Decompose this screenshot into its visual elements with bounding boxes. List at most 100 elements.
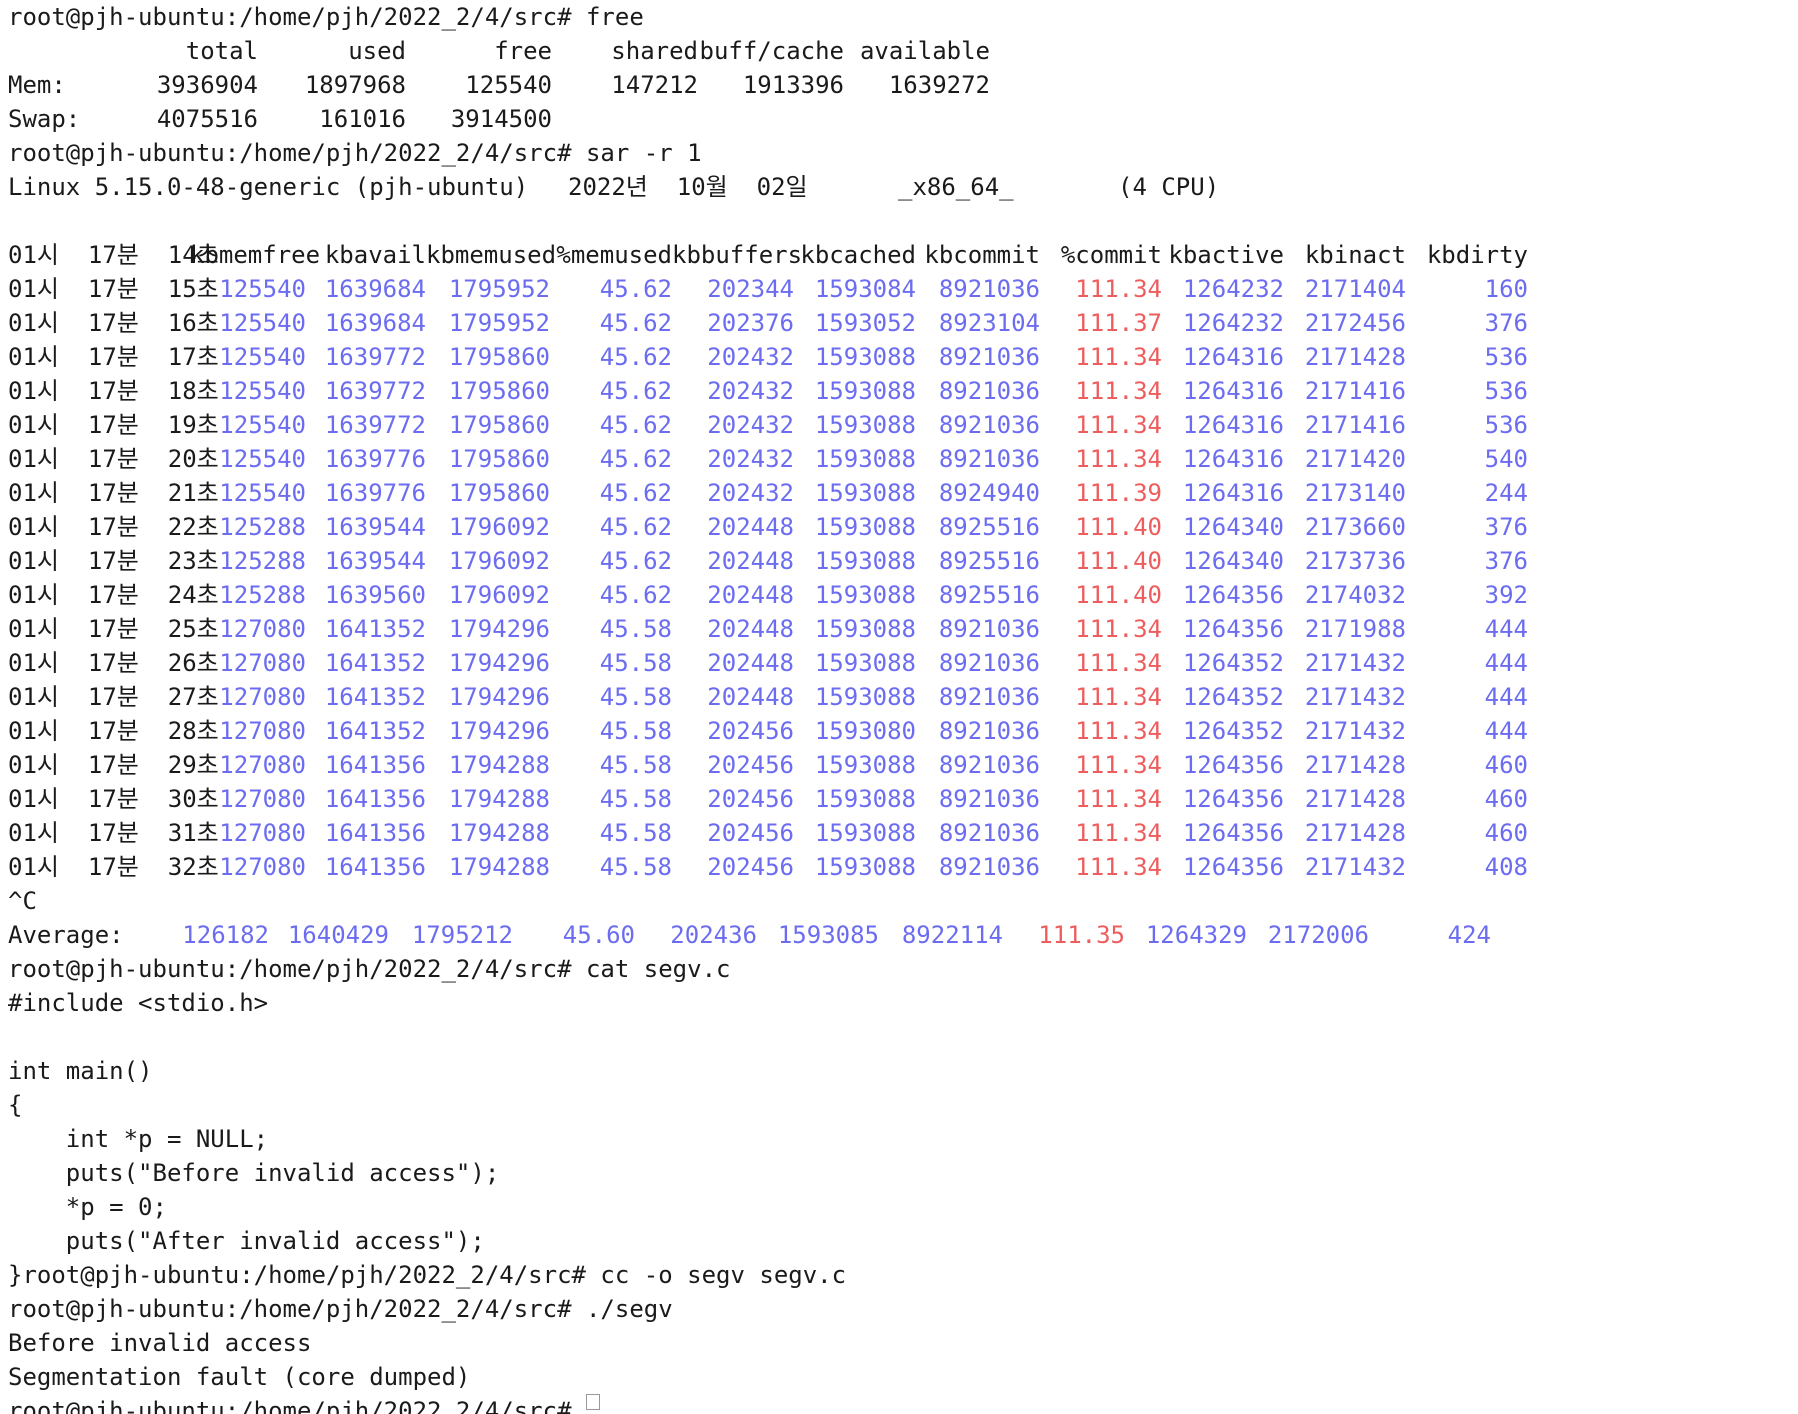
- sar-cell-kbcached: 1593088: [814, 683, 916, 711]
- average-kbavail: 1640429: [287, 921, 389, 949]
- free-header-buffcache: buff/cache: [699, 37, 845, 65]
- sar-cell-kbmemfree: 127080: [219, 819, 306, 847]
- sar-cell-kbactive: 1264232: [1182, 275, 1284, 303]
- free-cell: 1913396: [742, 71, 844, 99]
- sar-cell-kbmemfree: 127080: [219, 853, 306, 881]
- sar-row-time: 01시 17분 18초: [8, 377, 219, 405]
- sar-cell-memused-pct: 45.62: [599, 275, 672, 303]
- sar-cell-kbactive: 1264356: [1182, 819, 1284, 847]
- sar-cell-kbavail: 1641356: [324, 819, 426, 847]
- sar-cell-memused-pct: 45.58: [599, 649, 672, 677]
- sar-cell-kbinact: 2172456: [1304, 309, 1406, 337]
- command-run: ./segv: [585, 1295, 673, 1323]
- sar-cell-kbavail: 1641356: [324, 785, 426, 813]
- sar-row-time: 01시 17분 22초: [8, 513, 219, 541]
- text-cursor[interactable]: [585, 1394, 600, 1410]
- average-kbcached: 1593085: [777, 921, 879, 949]
- sar-cell-kbmemused: 1795952: [448, 275, 550, 303]
- source-line: [8, 1020, 1798, 1054]
- sar-cell-kbcommit: 8924940: [938, 479, 1040, 507]
- sar-cell-kbdirty: 444: [1484, 649, 1528, 677]
- sar-cell-kbinact: 2171404: [1304, 275, 1406, 303]
- sar-cell-kbmemused: 1795860: [448, 377, 550, 405]
- sar-cell-commit-pct: 111.40: [1075, 547, 1162, 575]
- sar-row: 01시 17분 27초 127080 1641352 1794296 45.58 2024…: [8, 680, 1798, 714]
- sar-row-time: 01시 17분 28초: [8, 717, 219, 745]
- sar-cell-kbmemused: 1794288: [448, 751, 550, 779]
- sar-header-kbdirty: kbdirty: [1426, 241, 1528, 269]
- sar-cell-commit-pct: 111.34: [1075, 683, 1162, 711]
- sar-cell-kbmemused: 1795860: [448, 479, 550, 507]
- current-prompt-line[interactable]: root@pjh-ubuntu:/home/pjh/2022_2/4/src#: [8, 1394, 1798, 1414]
- sar-cell-kbbuffers: 202432: [707, 343, 794, 371]
- sar-cell-kbactive: 1264316: [1182, 411, 1284, 439]
- source-line: puts("After invalid access");: [8, 1227, 485, 1255]
- sar-cell-kbmemfree: 125540: [219, 377, 306, 405]
- sar-cell-memused-pct: 45.58: [599, 751, 672, 779]
- sar-cell-kbmemfree: 127080: [219, 649, 306, 677]
- sar-cell-commit-pct: 111.34: [1075, 751, 1162, 779]
- sar-cell-kbavail: 1641352: [324, 683, 426, 711]
- sar-cell-kbmemused: 1796092: [448, 581, 550, 609]
- sar-cell-kbbuffers: 202376: [707, 309, 794, 337]
- sar-cell-commit-pct: 111.34: [1075, 343, 1162, 371]
- sar-cell-kbdirty: 540: [1484, 445, 1528, 473]
- sar-cell-kbmemused: 1795860: [448, 343, 550, 371]
- sar-row: 01시 17분 17초 125540 1639772 1795860 45.62 2024…: [8, 340, 1798, 374]
- sar-cell-kbdirty: 536: [1484, 343, 1528, 371]
- sar-cell-kbmemfree: 125540: [219, 445, 306, 473]
- sar-cell-commit-pct: 111.34: [1075, 377, 1162, 405]
- sar-cell-kbdirty: 408: [1484, 853, 1528, 881]
- free-cell: 161016: [319, 105, 406, 133]
- sar-row: 01시 17분 15초 125540 1639684 1795952 45.62 2023…: [8, 272, 1798, 306]
- free-row-label: Swap:: [8, 105, 81, 133]
- sar-cell-kbavail: 1641352: [324, 649, 426, 677]
- sar-cell-kbinact: 2171432: [1304, 853, 1406, 881]
- sar-cell-kbbuffers: 202448: [707, 547, 794, 575]
- sar-cell-kbactive: 1264356: [1182, 581, 1284, 609]
- sar-row-time: 01시 17분 26초: [8, 649, 219, 677]
- sar-cell-kbcached: 1593088: [814, 411, 916, 439]
- free-header-free: free: [494, 37, 552, 65]
- sar-cell-kbmemused: 1795860: [448, 445, 550, 473]
- sar-cell-kbinact: 2171428: [1304, 819, 1406, 847]
- sar-cell-kbcached: 1593088: [814, 377, 916, 405]
- sar-cell-kbinact: 2171432: [1304, 683, 1406, 711]
- sar-cell-kbavail: 1639776: [324, 479, 426, 507]
- sar-cell-commit-pct: 111.34: [1075, 275, 1162, 303]
- sar-cell-kbcommit: 8921036: [938, 275, 1040, 303]
- average-label: Average:: [8, 921, 124, 949]
- source-line: {: [8, 1091, 23, 1119]
- sar-cell-kbinact: 2171416: [1304, 411, 1406, 439]
- sar-header-kbinact: kbinact: [1304, 241, 1406, 269]
- sar-row-time: 01시 17분 20초: [8, 445, 219, 473]
- sar-cell-commit-pct: 111.34: [1075, 411, 1162, 439]
- sar-header-row: 01시 17분 14초 kbmemfree kbavail kbmemused %mem…: [8, 238, 1798, 272]
- sar-cell-kbbuffers: 202456: [707, 853, 794, 881]
- source-line: int main(): [8, 1057, 153, 1085]
- sar-cell-kbdirty: 460: [1484, 785, 1528, 813]
- free-cell: 4075516: [156, 105, 258, 133]
- sar-cell-kbmemused: 1794288: [448, 785, 550, 813]
- sar-cell-kbmemfree: 125288: [219, 513, 306, 541]
- sar-cell-kbdirty: 376: [1484, 547, 1528, 575]
- shell-prompt: root@pjh-ubuntu:/home/pjh/2022_2/4/src#: [8, 3, 586, 31]
- sar-cell-kbinact: 2171432: [1304, 717, 1406, 745]
- sar-cell-kbactive: 1264352: [1182, 683, 1284, 711]
- sar-row: 01시 17분 18초 125540 1639772 1795860 45.62 2024…: [8, 374, 1798, 408]
- sar-cell-kbactive: 1264316: [1182, 445, 1284, 473]
- sar-cell-kbactive: 1264340: [1182, 547, 1284, 575]
- sar-header-kbactive: kbactive: [1168, 241, 1284, 269]
- sar-cell-kbcached: 1593088: [814, 547, 916, 575]
- average-commit-pct: 111.35: [1038, 921, 1125, 949]
- prompt-line-free: root@pjh-ubuntu:/home/pjh/2022_2/4/src# …: [8, 0, 1798, 34]
- sar-cell-commit-pct: 111.34: [1075, 785, 1162, 813]
- sar-row: 01시 17분 32초 127080 1641356 1794288 45.58 2024…: [8, 850, 1798, 884]
- free-row-label: Mem:: [8, 71, 66, 99]
- sar-row-time: 01시 17분 31초: [8, 819, 219, 847]
- sar-cell-kbavail: 1641356: [324, 853, 426, 881]
- shell-prompt: root@pjh-ubuntu:/home/pjh/2022_2/4/src#: [8, 1295, 586, 1323]
- sar-cell-kbactive: 1264356: [1182, 751, 1284, 779]
- sar-cell-kbcommit: 8925516: [938, 547, 1040, 575]
